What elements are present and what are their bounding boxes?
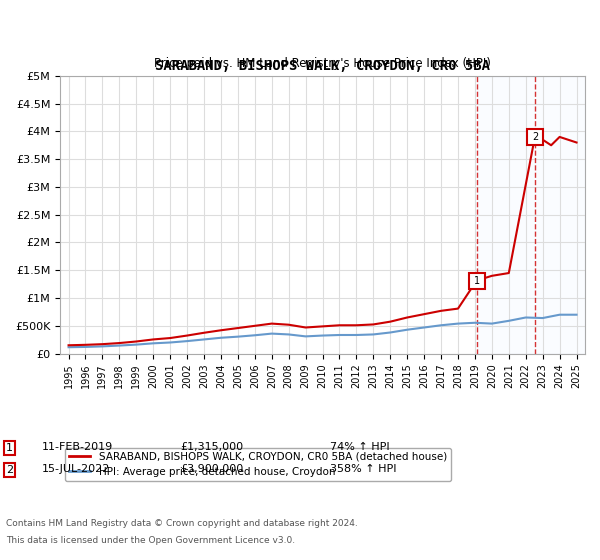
Text: 2: 2 bbox=[6, 465, 13, 475]
Text: Price paid vs. HM Land Registry's House Price Index (HPI): Price paid vs. HM Land Registry's House … bbox=[154, 57, 491, 70]
Text: 11-FEB-2019: 11-FEB-2019 bbox=[42, 442, 113, 452]
Text: 2: 2 bbox=[532, 132, 538, 142]
Text: £1,315,000: £1,315,000 bbox=[180, 442, 243, 452]
Legend: SARABAND, BISHOPS WALK, CROYDON, CR0 5BA (detached house), HPI: Average price, d: SARABAND, BISHOPS WALK, CROYDON, CR0 5BA… bbox=[65, 447, 451, 481]
Text: This data is licensed under the Open Government Licence v3.0.: This data is licensed under the Open Gov… bbox=[6, 536, 295, 545]
Bar bbox=[476, 76, 585, 353]
Text: 358% ↑ HPI: 358% ↑ HPI bbox=[330, 464, 397, 474]
Text: 1: 1 bbox=[473, 276, 479, 286]
Text: Contains HM Land Registry data © Crown copyright and database right 2024.: Contains HM Land Registry data © Crown c… bbox=[6, 520, 358, 529]
Title: SARABAND, BISHOPS WALK, CROYDON, CR0 5BA: SARABAND, BISHOPS WALK, CROYDON, CR0 5BA bbox=[155, 59, 490, 73]
Text: 1: 1 bbox=[6, 443, 13, 453]
Text: 74% ↑ HPI: 74% ↑ HPI bbox=[330, 442, 389, 452]
Text: 15-JUL-2022: 15-JUL-2022 bbox=[42, 464, 110, 474]
Text: £3,900,000: £3,900,000 bbox=[180, 464, 243, 474]
